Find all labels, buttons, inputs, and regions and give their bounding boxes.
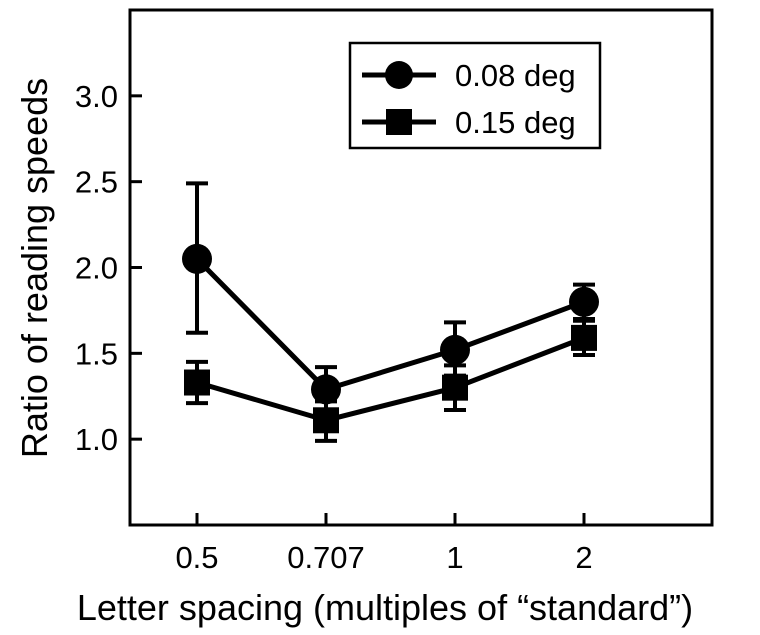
legend-marker — [385, 61, 413, 89]
x-axis: 0.5 0.707 1 2 — [175, 513, 593, 575]
y-tick-label: 1.5 — [75, 336, 118, 371]
plot-area — [182, 181, 599, 443]
x-tick-label: 0.707 — [287, 540, 365, 575]
series-2 — [184, 318, 597, 443]
y-axis: 1.0 1.5 2.0 2.5 3.0 — [75, 79, 142, 457]
data-point — [313, 407, 339, 434]
x-tick-label: 2 — [575, 540, 592, 575]
legend: 0.08 deg 0.15 deg — [348, 41, 602, 150]
data-point — [569, 286, 599, 317]
data-point — [571, 324, 597, 351]
y-tick-label: 1.0 — [75, 422, 118, 457]
legend-item: 0.08 deg — [362, 58, 576, 93]
x-tick-label: 1 — [446, 540, 463, 575]
data-point — [184, 369, 210, 396]
data-point — [311, 374, 341, 405]
x-axis-label: Letter spacing (multiples of “standard”) — [77, 587, 693, 628]
y-axis-label: Ratio of reading speeds — [14, 78, 55, 458]
series-line — [196, 335, 585, 423]
legend-label: 0.08 deg — [455, 58, 576, 93]
legend-label: 0.15 deg — [455, 105, 576, 140]
legend-item: 0.15 deg — [362, 105, 576, 140]
series-line — [195, 257, 585, 392]
data-point — [440, 334, 470, 365]
data-point — [182, 243, 212, 274]
y-tick-label: 3.0 — [75, 79, 118, 114]
data-point — [442, 374, 468, 401]
x-tick-label: 0.5 — [175, 540, 218, 575]
y-tick-label: 2.0 — [75, 251, 118, 286]
series-1 — [182, 181, 599, 412]
legend-marker — [386, 109, 412, 135]
y-tick-label: 2.5 — [75, 165, 118, 200]
